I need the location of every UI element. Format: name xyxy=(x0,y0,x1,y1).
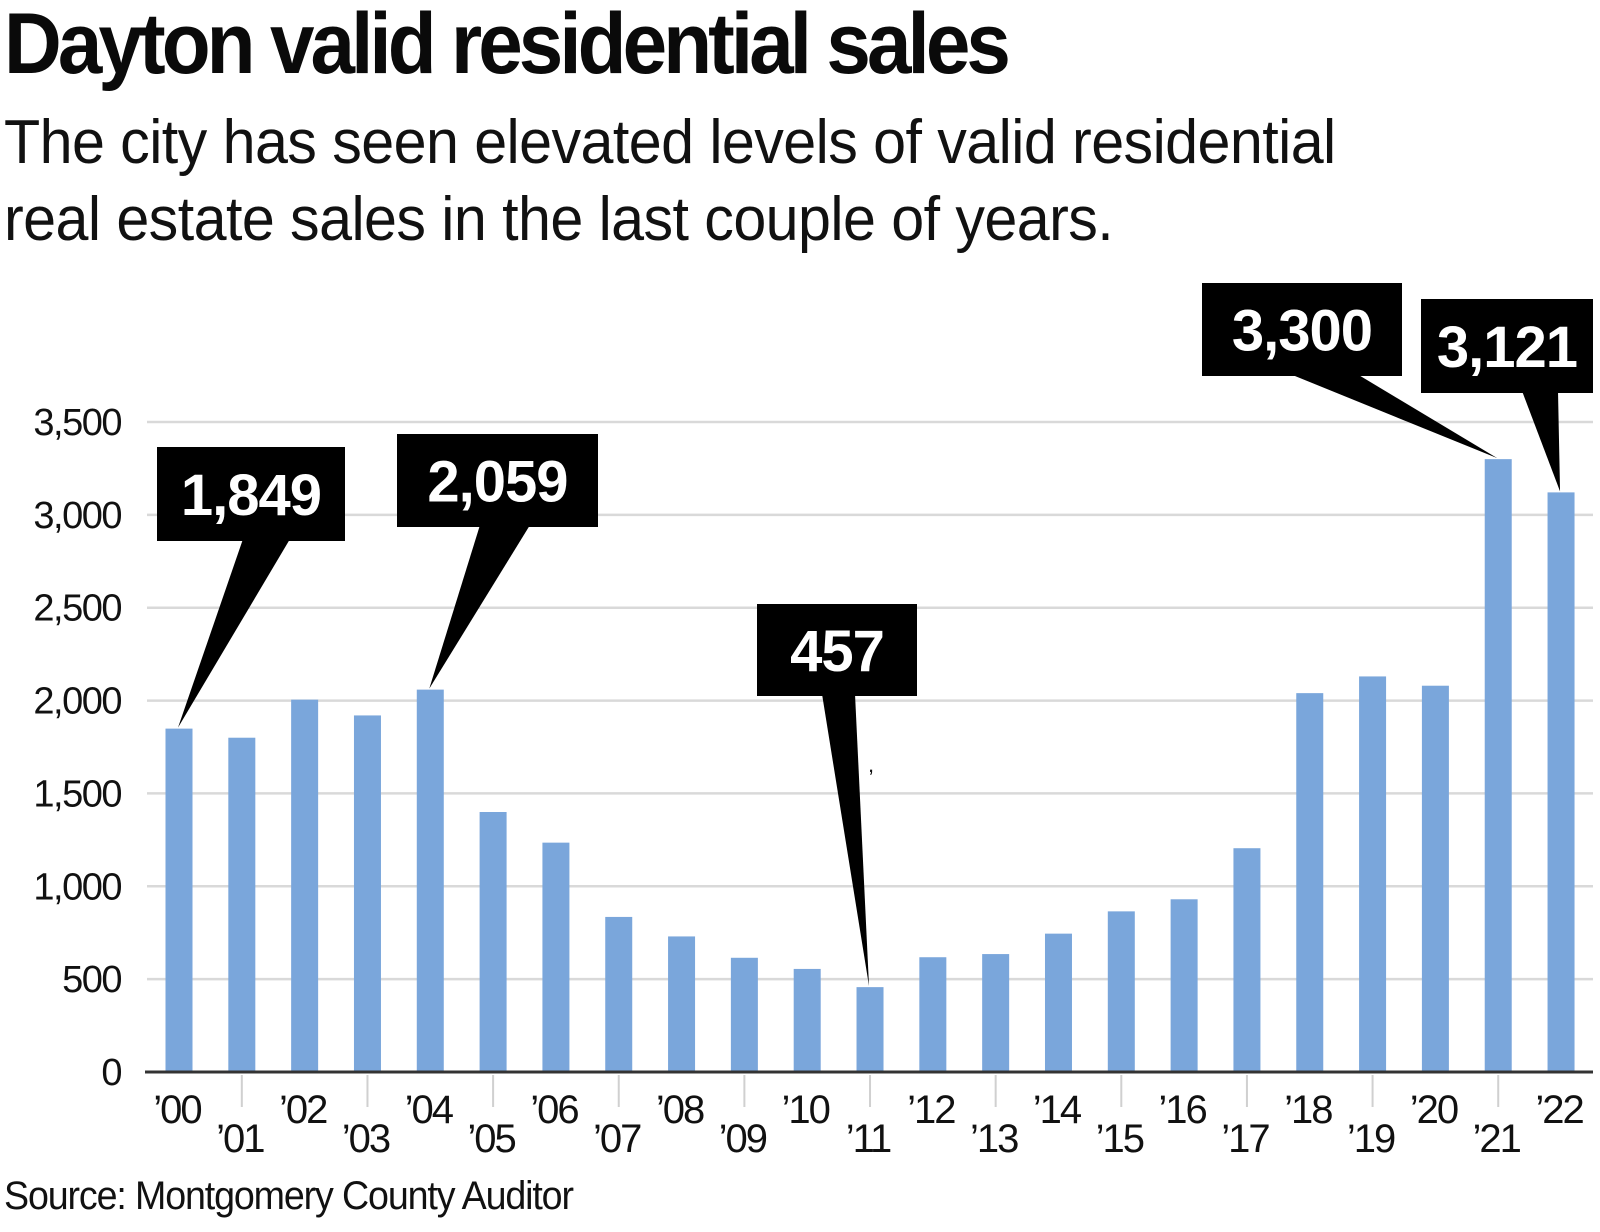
callout-box xyxy=(397,434,598,527)
x-tick-label: ’01 xyxy=(216,1117,264,1161)
callout-pointer xyxy=(429,525,530,689)
value-callout: 1,849 xyxy=(157,447,345,728)
y-tick-label: 1,500 xyxy=(33,773,121,815)
bar xyxy=(1421,685,1449,1072)
bar xyxy=(291,699,319,1072)
callout-value-label: 1,849 xyxy=(181,463,321,528)
stray-comma-artifact: , xyxy=(868,752,874,777)
callout-pointer xyxy=(822,694,870,987)
x-tick-label: ’10 xyxy=(782,1088,830,1132)
y-tick-label: 2,500 xyxy=(33,588,121,630)
x-tick-label: ’02 xyxy=(279,1088,327,1132)
x-tick-label: ’17 xyxy=(1221,1117,1269,1161)
x-tick-label: ’22 xyxy=(1535,1088,1583,1132)
bars xyxy=(165,459,1575,1073)
chart-subtitle-line-1: The city has seen elevated levels of val… xyxy=(4,108,1336,177)
callout-pointer xyxy=(1290,374,1498,459)
bar xyxy=(1044,933,1072,1072)
x-tick-label: ’00 xyxy=(153,1088,201,1132)
bar xyxy=(919,957,947,1072)
x-tick-label: ’06 xyxy=(530,1088,578,1132)
value-callouts: 1,849 2,059 457 3,300 3,121 xyxy=(157,283,1593,987)
callout-box xyxy=(757,604,917,696)
bar xyxy=(668,936,696,1072)
bar xyxy=(542,842,570,1072)
bar xyxy=(1359,676,1387,1072)
bar xyxy=(793,968,821,1072)
source-note: Source: Montgomery County Auditor xyxy=(4,1174,574,1218)
callout-value-label: 3,300 xyxy=(1232,299,1372,364)
value-callout: 3,121 xyxy=(1421,299,1593,492)
x-tick-label: ’13 xyxy=(970,1117,1018,1161)
bar xyxy=(479,812,507,1072)
x-tick-label: ’07 xyxy=(593,1117,641,1161)
x-tick-label: ’19 xyxy=(1347,1117,1395,1161)
chart-subtitle-line-2: real estate sales in the last couple of … xyxy=(4,185,1114,254)
bar xyxy=(730,957,758,1072)
chart-subtitle: The city has seen elevated levels of val… xyxy=(4,104,1570,258)
bar xyxy=(1296,693,1324,1072)
y-tick-label: 3,000 xyxy=(33,495,121,537)
bar xyxy=(1233,848,1261,1072)
bar xyxy=(1484,459,1512,1073)
x-tick-label: ’21 xyxy=(1473,1117,1521,1161)
y-tick-label: 3,500 xyxy=(33,402,121,444)
bar xyxy=(353,715,381,1072)
value-callout: 2,059 xyxy=(397,434,598,689)
value-callout: 3,300 xyxy=(1202,283,1498,459)
x-tick-label: ’16 xyxy=(1158,1088,1206,1132)
y-tick-label: 0 xyxy=(101,1052,121,1094)
bar xyxy=(416,689,444,1072)
bar xyxy=(1170,899,1198,1072)
x-tick-label: ’20 xyxy=(1410,1088,1458,1132)
x-tick-label: ’11 xyxy=(846,1117,891,1161)
bar xyxy=(605,916,633,1072)
callout-box xyxy=(1421,299,1593,393)
bar xyxy=(982,954,1010,1072)
callout-box xyxy=(157,447,345,541)
x-tick-label: ’05 xyxy=(467,1117,515,1161)
y-tick-label: 500 xyxy=(62,959,121,1001)
y-axis-tick-labels: 0 500 1,000 1,500 2,000 2,500 3,000 3,500 xyxy=(33,402,122,1094)
chart-title: Dayton valid residential sales xyxy=(4,0,1011,92)
x-tick-label: ’08 xyxy=(656,1088,704,1132)
callout-value-label: 3,121 xyxy=(1437,315,1577,380)
x-tick-label: ’18 xyxy=(1284,1088,1332,1132)
callout-value-label: 2,059 xyxy=(427,450,567,515)
callout-value-label: 457 xyxy=(790,619,884,684)
callout-pointer xyxy=(178,539,290,728)
value-callout: 457 xyxy=(757,604,917,987)
bar xyxy=(165,728,193,1072)
callout-box xyxy=(1202,283,1402,376)
x-axis-tick-labels: ’00 ’01 ’02 ’03 ’04 ’05 ’06 ’07 ’08 ’09 ’10 ’11 ’12 ’… xyxy=(153,1088,1585,1161)
x-axis xyxy=(145,1070,1593,1107)
callout-pointer xyxy=(1522,391,1561,492)
bar xyxy=(228,737,256,1072)
x-tick-label: ’12 xyxy=(907,1088,955,1132)
x-tick-label: ’03 xyxy=(342,1117,390,1161)
bar xyxy=(856,987,884,1072)
x-tick-label: ’04 xyxy=(405,1088,454,1132)
y-tick-label: 1,000 xyxy=(33,866,121,908)
x-tick-label: ’09 xyxy=(719,1117,767,1161)
x-tick-label: ’15 xyxy=(1096,1117,1144,1161)
x-tick-label: ’14 xyxy=(1033,1088,1082,1132)
y-tick-label: 2,000 xyxy=(33,681,121,723)
bar xyxy=(1547,492,1575,1072)
bar xyxy=(1107,911,1135,1072)
